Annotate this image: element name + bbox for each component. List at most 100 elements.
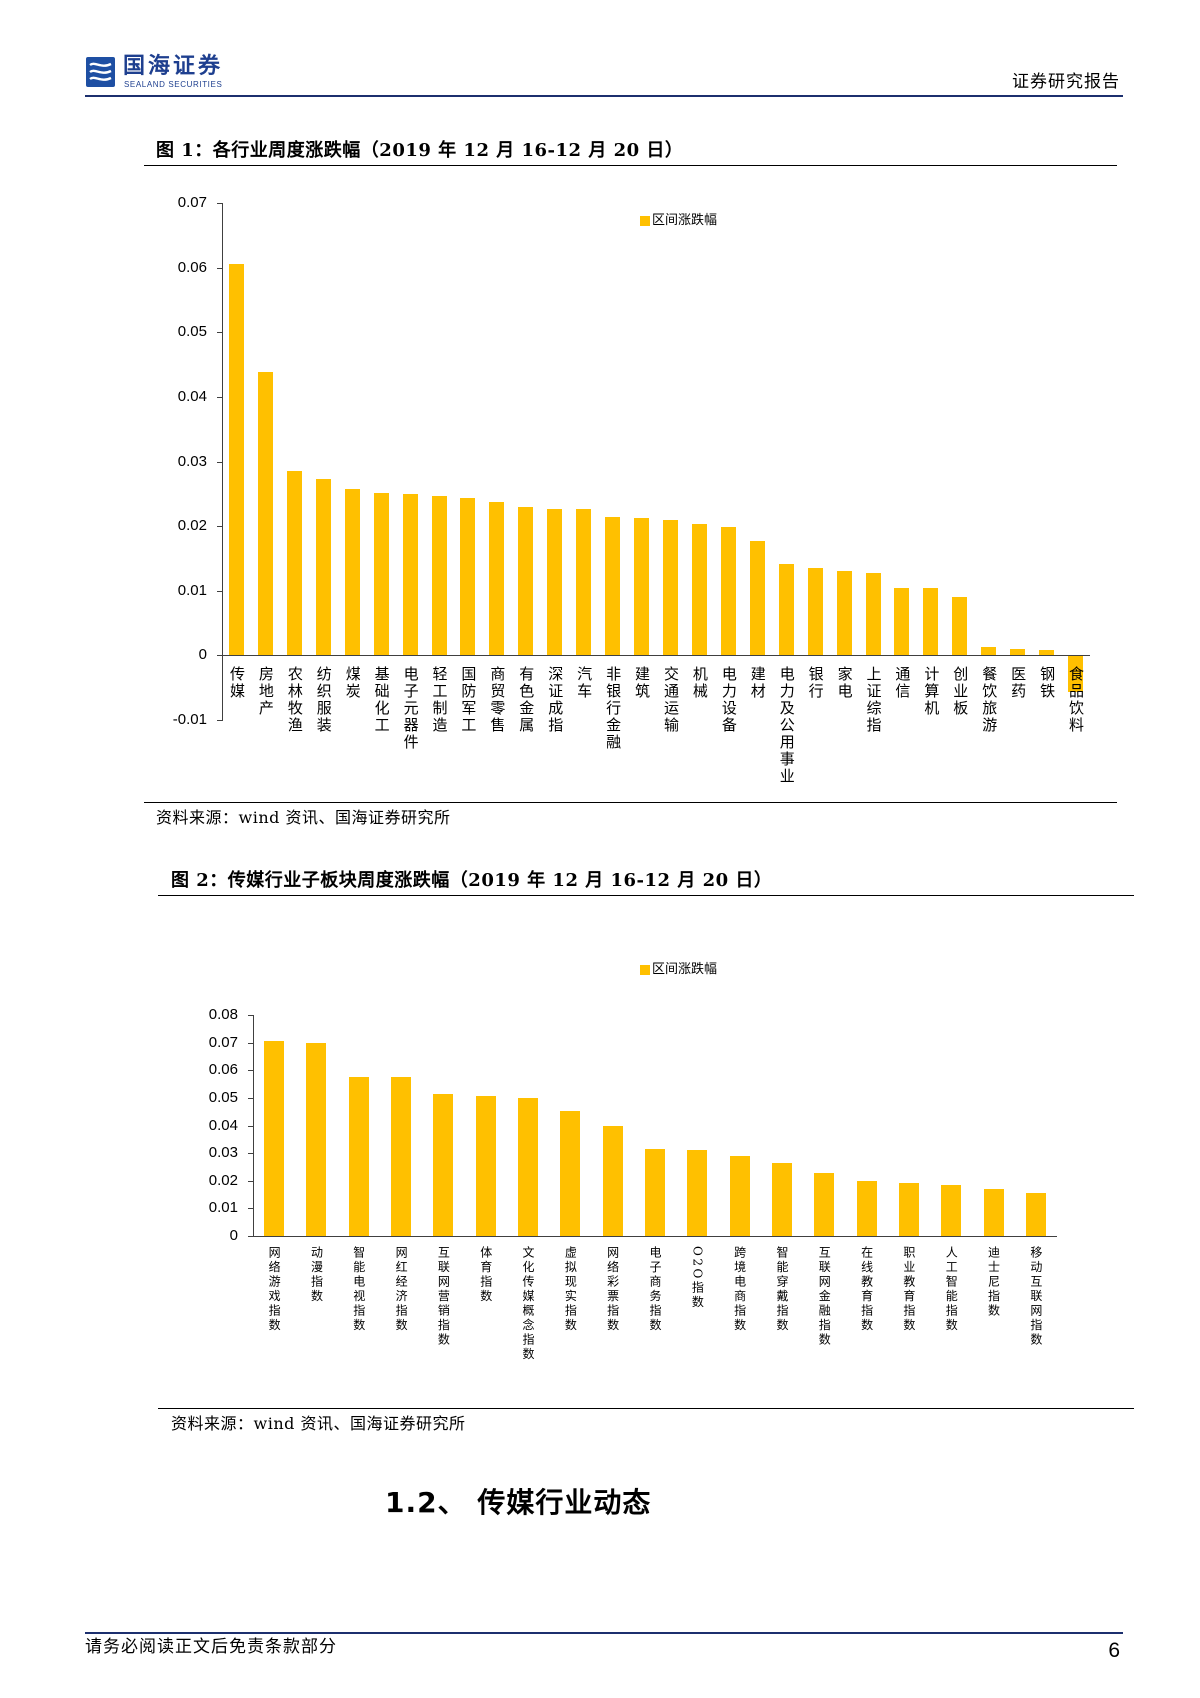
- category-label: 电力设备: [719, 666, 738, 734]
- industry-bar: [315, 478, 331, 656]
- y-tick-mark: [217, 655, 222, 657]
- figure-1-title: 图 1：各行业周度涨跌幅（2019 年 12 月 16-12 月 20 日）: [156, 140, 684, 161]
- industry-bar: [460, 497, 476, 656]
- y-tick-label: -0.01: [172, 711, 207, 728]
- subsector-bar: [1025, 1192, 1046, 1236]
- y-tick-mark: [248, 1236, 253, 1237]
- subsector-bar: [898, 1183, 919, 1236]
- category-label: 职业教育指数: [901, 1246, 916, 1333]
- industry-bar: [691, 523, 707, 656]
- subsector-bar: [560, 1110, 581, 1236]
- subsector-bar: [814, 1172, 835, 1236]
- figure-2-source: 资料来源：wind 资讯、国海证券研究所: [171, 1414, 466, 1433]
- category-label: 有色金属: [517, 666, 536, 734]
- x-axis-line: [222, 655, 1090, 657]
- y-tick-label: 0.07: [177, 194, 207, 211]
- category-label: 纺织服装: [314, 666, 333, 734]
- y-tick-label: 0.03: [208, 1144, 238, 1162]
- category-label: 人工智能指数: [944, 1246, 959, 1333]
- category-label: O2O指数: [690, 1246, 705, 1310]
- y-tick-mark: [248, 1070, 253, 1072]
- category-label: 在线教育指数: [859, 1246, 874, 1333]
- category-label: 动漫指数: [309, 1246, 324, 1304]
- subsector-bar: [602, 1126, 623, 1236]
- industry-bar: [576, 509, 592, 656]
- y-tick-label: 0.08: [208, 1006, 238, 1023]
- subsector-bar: [687, 1150, 708, 1236]
- y-tick-label: 0.04: [177, 387, 207, 405]
- category-label: 网红经济指数: [394, 1246, 409, 1333]
- industry-bar: [344, 488, 360, 656]
- section-heading: 1.2、 传媒行业动态: [385, 1486, 652, 1519]
- figure-2-bottom-rule: [158, 1408, 1134, 1409]
- y-tick-label: 0.04: [208, 1116, 238, 1134]
- category-label: 餐饮旅游: [980, 666, 999, 734]
- footer-divider: [85, 1632, 1123, 1634]
- industry-bar: [865, 572, 881, 656]
- figure-1-bottom-rule: [144, 802, 1117, 803]
- category-label: 上证综指: [864, 666, 883, 734]
- y-tick-mark: [217, 526, 222, 528]
- header-divider: [85, 95, 1123, 97]
- legend-label: 区间涨跌幅: [652, 962, 718, 977]
- y-tick-mark: [248, 1208, 253, 1210]
- category-label: 智能电视指数: [351, 1246, 366, 1333]
- y-tick-label: 0.01: [177, 581, 207, 599]
- subsector-bar: [941, 1185, 962, 1236]
- y-tick-label: 0.03: [177, 452, 207, 470]
- subsector-bar: [475, 1095, 496, 1236]
- category-label: 智能穿戴指数: [774, 1246, 789, 1333]
- category-label: 电子商务指数: [648, 1246, 662, 1333]
- subsector-bar: [518, 1098, 539, 1236]
- industry-bar: [662, 520, 678, 656]
- y-tick-label: 0.06: [208, 1061, 238, 1079]
- category-label: 国防军工: [459, 666, 478, 734]
- subsector-bar: [983, 1189, 1004, 1236]
- category-label: 计算机: [922, 666, 941, 717]
- industry-bar: [778, 564, 794, 656]
- subsector-bar: [729, 1155, 750, 1236]
- category-label: 机械: [690, 666, 709, 700]
- y-tick-label: 0.07: [208, 1033, 238, 1051]
- industry-bar: [634, 518, 650, 656]
- industry-bar: [489, 502, 505, 656]
- y-tick-mark: [217, 720, 222, 721]
- category-label: 建材: [748, 666, 767, 700]
- industry-bar: [836, 571, 852, 656]
- legend: 区间涨跌幅: [640, 962, 717, 978]
- industry-bar: [257, 371, 273, 656]
- category-label: 体育指数: [478, 1246, 493, 1304]
- y-tick-mark: [217, 332, 222, 334]
- x-axis-line: [253, 1236, 1057, 1237]
- industry-bar: [1010, 648, 1026, 656]
- category-label: 交通运输: [661, 666, 680, 734]
- industry-bar: [1039, 650, 1055, 656]
- legend-swatch: [640, 965, 650, 975]
- category-label: 煤炭: [343, 666, 362, 700]
- industry-bar: [981, 646, 997, 656]
- y-tick-mark: [248, 1125, 253, 1127]
- sealand-logo-icon: [86, 57, 115, 87]
- brand-name-english: SEALAND SECURITIES: [124, 80, 223, 89]
- category-label: 网络彩票指数: [605, 1246, 620, 1333]
- category-label: 移动互联网指数: [1028, 1246, 1043, 1348]
- category-label: 基础化工: [372, 666, 391, 734]
- page-number: 6: [1108, 1639, 1120, 1662]
- subsector-bar: [264, 1041, 285, 1236]
- category-label: 非银行金融: [604, 666, 623, 751]
- y-tick-mark: [248, 1042, 253, 1044]
- industry-bar: [228, 264, 244, 656]
- category-label: 食品饮料: [1067, 666, 1086, 734]
- y-tick-label: 0: [198, 646, 207, 664]
- y-tick-label: 0.02: [208, 1171, 238, 1189]
- figure-2-top-rule: [158, 895, 1134, 896]
- industry-bar: [720, 526, 736, 656]
- y-tick-label: 0.02: [177, 517, 207, 535]
- subsector-bar: [771, 1163, 792, 1236]
- category-label: 传媒: [227, 666, 246, 700]
- industry-bar: [373, 493, 389, 656]
- y-axis-line: [222, 203, 223, 721]
- industry-bar: [923, 588, 939, 656]
- category-label: 深证成指: [546, 666, 565, 734]
- category-label: 银行: [806, 666, 825, 700]
